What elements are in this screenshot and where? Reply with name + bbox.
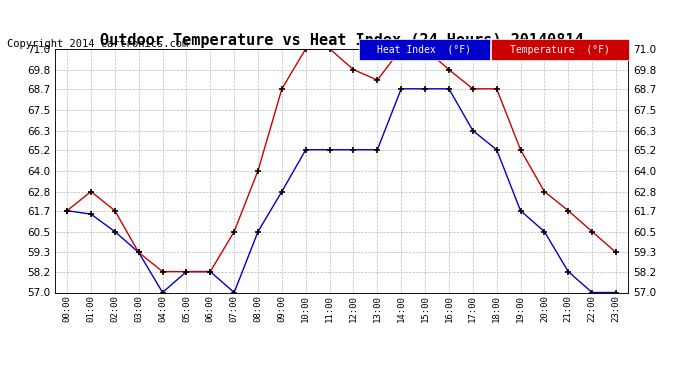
- Title: Outdoor Temperature vs Heat Index (24 Hours) 20140814: Outdoor Temperature vs Heat Index (24 Ho…: [100, 33, 583, 48]
- Text: Temperature  (°F): Temperature (°F): [510, 45, 609, 55]
- Text: Heat Index  (°F): Heat Index (°F): [377, 45, 471, 55]
- Text: Copyright 2014 Cartronics.com: Copyright 2014 Cartronics.com: [7, 39, 188, 50]
